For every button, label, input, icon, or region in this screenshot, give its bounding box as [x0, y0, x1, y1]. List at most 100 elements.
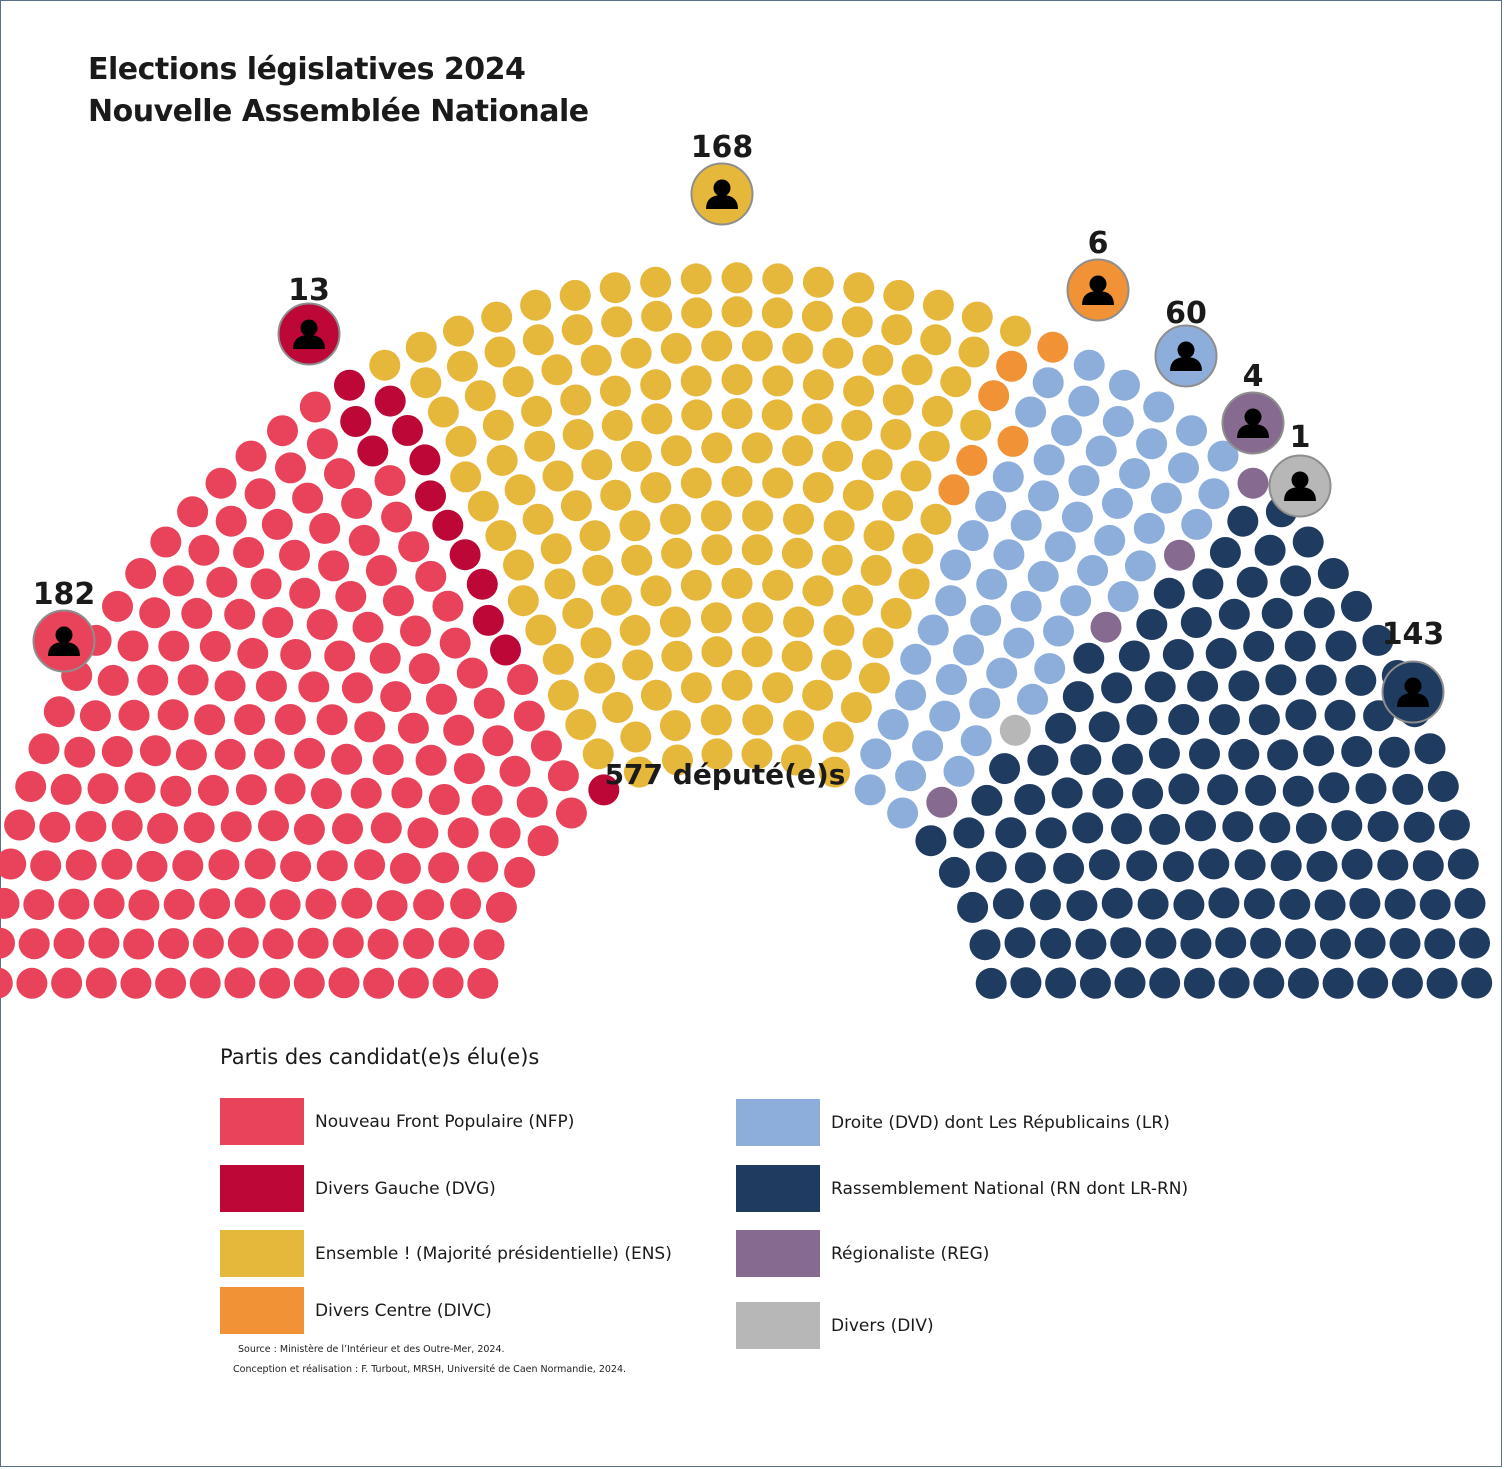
seat — [560, 490, 592, 522]
seat — [1014, 852, 1046, 884]
seat — [30, 850, 62, 882]
seat — [761, 297, 793, 329]
seat — [1029, 889, 1061, 921]
seat — [309, 512, 341, 544]
seat — [741, 330, 773, 362]
seat — [316, 704, 348, 736]
seat — [410, 367, 442, 399]
seat — [741, 636, 773, 668]
seat — [1027, 560, 1059, 592]
seat — [297, 927, 329, 959]
legend-item-divc: Divers Centre (DIVC) — [220, 1287, 492, 1334]
seat — [997, 425, 1029, 457]
seat — [382, 585, 414, 617]
legend-item-ens: Ensemble ! (Majorité présidentielle) (EN… — [220, 1230, 672, 1277]
seat — [1285, 928, 1316, 960]
seat — [467, 490, 499, 522]
seat — [1248, 704, 1280, 736]
seat — [1208, 887, 1240, 919]
seat — [1391, 967, 1423, 999]
seat — [841, 409, 873, 441]
seat — [4, 809, 36, 841]
seat — [392, 415, 423, 446]
seat — [1061, 501, 1093, 533]
seat — [292, 482, 324, 514]
seat — [88, 927, 120, 959]
seat — [305, 888, 337, 920]
seat — [438, 927, 470, 959]
seat — [822, 337, 854, 369]
seat — [935, 664, 967, 695]
seat — [976, 568, 1008, 600]
seat — [1198, 848, 1230, 880]
seat — [659, 710, 691, 742]
seat — [1015, 396, 1047, 428]
seat — [580, 627, 612, 659]
seat — [862, 627, 894, 659]
seat — [1176, 415, 1207, 447]
seat — [524, 430, 556, 462]
seat — [1088, 849, 1120, 881]
seat — [1355, 773, 1387, 805]
seat — [220, 811, 252, 843]
seat — [1305, 664, 1337, 696]
seat — [280, 851, 312, 883]
seat — [1209, 537, 1241, 568]
seat — [449, 539, 481, 571]
seat — [348, 524, 380, 556]
seat — [992, 888, 1024, 920]
legend-label: Régionaliste (REG) — [831, 1243, 990, 1264]
seat — [192, 927, 224, 959]
seat — [681, 399, 713, 431]
seat — [926, 786, 958, 818]
seat — [700, 704, 732, 736]
seat — [802, 369, 834, 401]
seat — [681, 297, 713, 329]
seat — [1228, 670, 1260, 702]
seat — [341, 487, 373, 519]
seat — [415, 480, 446, 512]
seat — [1133, 512, 1165, 544]
seat — [660, 332, 692, 364]
seat — [1173, 889, 1205, 921]
seat — [0, 848, 27, 880]
seat — [489, 817, 521, 849]
seat — [490, 634, 521, 666]
seat — [975, 490, 1007, 522]
seat — [1045, 967, 1077, 999]
seat — [332, 927, 364, 959]
seat-count-label: 60 — [1165, 296, 1207, 331]
seat — [1222, 811, 1254, 843]
seat — [1419, 889, 1451, 921]
seat — [1168, 704, 1200, 735]
seat — [374, 465, 406, 497]
seat-count-label: 1 — [1290, 420, 1311, 455]
seat — [1004, 927, 1036, 959]
seat — [1051, 777, 1083, 809]
seat — [1325, 630, 1357, 662]
seat — [332, 813, 363, 845]
seat — [1180, 928, 1212, 960]
seat — [721, 296, 753, 328]
legend-swatch — [220, 1230, 304, 1277]
seat — [380, 681, 412, 713]
seat — [762, 672, 794, 704]
seat — [400, 615, 431, 647]
seat — [1053, 852, 1085, 884]
seat — [822, 440, 854, 472]
seat — [1287, 967, 1319, 999]
seat — [801, 300, 833, 332]
seat — [1070, 744, 1102, 776]
seat — [915, 825, 947, 857]
seat — [1114, 967, 1146, 999]
legend-swatch — [220, 1098, 304, 1145]
seat — [262, 607, 294, 638]
seat — [701, 534, 733, 566]
seat — [199, 630, 231, 662]
seat — [1035, 817, 1067, 849]
seat — [1124, 550, 1156, 582]
seat — [1040, 928, 1071, 959]
seat — [1101, 487, 1133, 519]
seat — [621, 544, 653, 576]
seat — [381, 501, 413, 533]
